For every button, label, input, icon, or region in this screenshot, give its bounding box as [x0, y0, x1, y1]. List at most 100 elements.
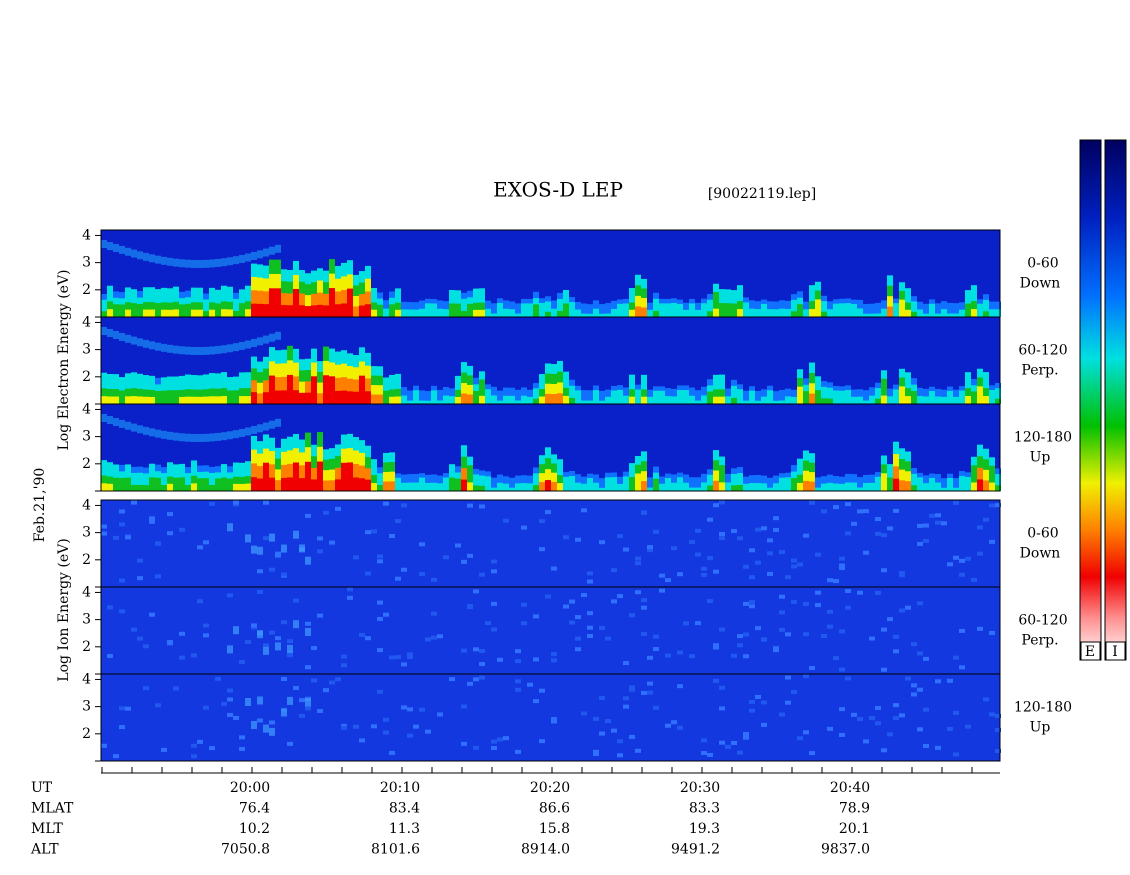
spectrogram-cell [317, 304, 323, 317]
spectrogram-cell [233, 500, 239, 505]
spectrogram-cell [125, 247, 131, 256]
spectrogram-cell [635, 748, 641, 753]
ephemeris-row-label: MLT [31, 821, 63, 837]
spectrogram-cell [773, 400, 779, 404]
spectrogram-cell [299, 544, 305, 553]
spectrogram-cell [377, 648, 383, 653]
spectrogram-cell [359, 305, 365, 317]
spectrogram-cell [305, 698, 311, 707]
spectrogram-cell [101, 483, 107, 491]
spectrogram-cell [899, 573, 905, 578]
spectrogram-cell [245, 340, 251, 349]
spectrogram-cell [701, 399, 707, 404]
spectrogram-cell [785, 400, 791, 404]
spectrogram-cell [203, 311, 209, 317]
spectrogram-cell [701, 751, 707, 756]
spectrogram-cell [263, 392, 269, 404]
spectrogram-cell [545, 480, 551, 491]
spectrogram-cell [767, 538, 773, 543]
spectrogram-cell [203, 540, 209, 545]
spectrogram-cell [209, 302, 215, 317]
spectrogram-cell [491, 739, 497, 744]
spectrogram-cell [497, 737, 503, 742]
spectrogram-cell [845, 531, 851, 536]
spectrogram-cell [677, 399, 683, 404]
spectrogram-cell [611, 568, 617, 573]
spectrogram-cell [263, 248, 269, 257]
spectrogram-cell [407, 313, 413, 317]
spectrogram-cell [509, 399, 515, 404]
spectrogram-cell [287, 305, 293, 317]
spectrogram-cell [173, 309, 179, 317]
spectrogram-cell [833, 656, 839, 661]
spectrogram-cell [641, 632, 647, 637]
spectrogram-cell [533, 699, 539, 704]
energy-tick-label: 4 [82, 314, 91, 330]
spectrogram-cell [197, 346, 203, 355]
spectrogram-cell [185, 310, 191, 317]
spectrogram-cell [623, 696, 629, 701]
spectrogram-cell [707, 599, 713, 604]
spectrogram-cell [725, 744, 731, 749]
spectrogram-cell [419, 400, 425, 404]
spectrogram-cell [305, 476, 311, 491]
spectrogram-cell [347, 302, 353, 317]
spectrogram-cell [377, 554, 383, 559]
spectrogram-cell [245, 396, 251, 404]
spectrogram-cell [575, 313, 581, 317]
spectrogram-cell [461, 559, 467, 564]
spectrogram-cell [167, 309, 173, 317]
spectrogram-cell [329, 540, 335, 545]
spectrogram-cell [923, 656, 929, 661]
spectrogram-cell [707, 556, 713, 561]
spectrogram-cell [299, 305, 305, 317]
spectrogram-cell [971, 309, 977, 317]
spectrogram-cell [311, 390, 317, 404]
spectrogram-cell [347, 595, 353, 600]
spectrogram-cell [953, 655, 959, 660]
spectrogram-cell [863, 400, 869, 404]
spectrogram-cell [467, 394, 473, 404]
spectrogram-panel [100, 586, 1001, 675]
spectrogram-cell [611, 312, 617, 317]
spectrogram-cell [545, 311, 551, 317]
spectrogram-cell [101, 311, 107, 317]
spectrogram-cell [989, 630, 995, 635]
spectrogram-cell [473, 589, 479, 594]
spectrogram-cell [605, 313, 611, 317]
spectrogram-cell [863, 739, 869, 744]
spectrogram-cell [143, 309, 149, 317]
energy-tick-label: 2 [82, 369, 91, 385]
spectrogram-cell [353, 724, 359, 729]
spectrogram-cell [701, 572, 707, 577]
spectrogram-cell [779, 400, 785, 404]
spectrogram-cell [755, 486, 761, 491]
spectrogram-cell [419, 707, 425, 712]
spectrogram-cell [947, 399, 953, 404]
spectrogram-cell [233, 430, 239, 439]
spectrogram-cell [623, 486, 629, 491]
spectrogram-cell [209, 433, 215, 442]
spectrogram-cell [719, 482, 725, 491]
spectrogram-cell [893, 634, 899, 639]
spectrogram-cell [725, 400, 731, 404]
spectrogram-cell [809, 500, 815, 505]
spectrogram-cell [923, 487, 929, 491]
spectrogram-cell [131, 484, 137, 491]
spectrogram-cell [419, 542, 425, 547]
spectrogram-cell [713, 396, 719, 404]
spectrogram-cell [137, 396, 143, 404]
spectrogram-cell [635, 399, 641, 404]
spectrogram-cell [281, 544, 287, 553]
spectrogram-cell [347, 476, 353, 491]
spectrogram-cell [131, 336, 137, 345]
spectrogram-cell [365, 530, 371, 535]
spectrogram-cell [581, 397, 587, 404]
spectrogram-cell [257, 290, 263, 317]
spectrogram-cell [125, 334, 131, 343]
spectrogram-cell [623, 661, 629, 666]
spectrogram-cell [311, 678, 317, 683]
spectrogram-cell [185, 303, 191, 317]
spectrogram-cell [791, 564, 797, 569]
spectrogram-cell [263, 422, 269, 431]
